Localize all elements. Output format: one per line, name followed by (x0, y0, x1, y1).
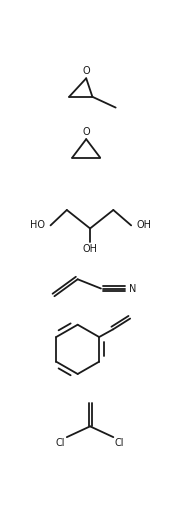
Text: O: O (82, 66, 90, 76)
Text: OH: OH (83, 244, 98, 254)
Text: HO: HO (30, 220, 45, 230)
Text: OH: OH (136, 220, 152, 230)
Text: N: N (129, 283, 136, 293)
Text: Cl: Cl (115, 438, 124, 448)
Text: Cl: Cl (56, 438, 65, 448)
Text: O: O (82, 127, 90, 137)
